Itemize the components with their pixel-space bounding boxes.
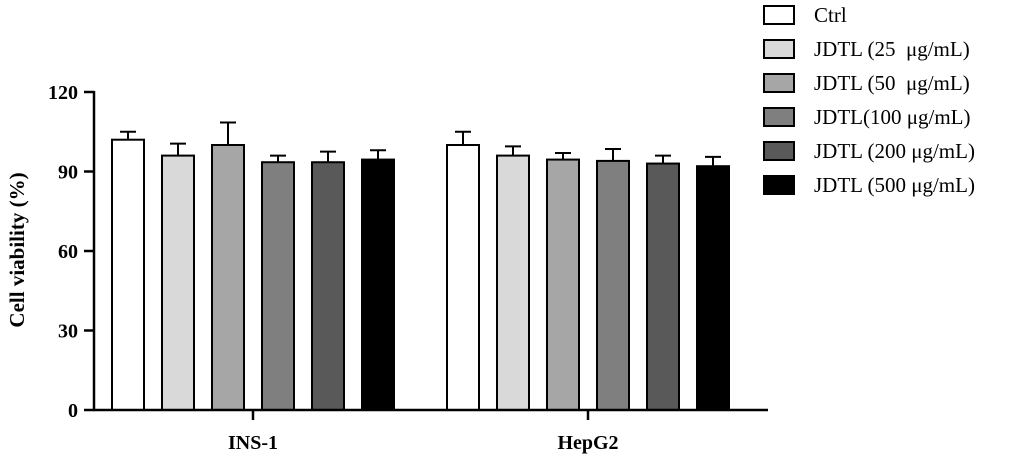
y-axis-title: Cell viability (%): [5, 172, 29, 327]
error-bar-hepg2-series-2: [505, 145, 521, 156]
legend-swatch-3: [763, 73, 795, 93]
bar-hepg2-series-4: [596, 159, 630, 411]
legend-swatch-1: [763, 5, 795, 25]
plot-area: [111, 121, 730, 411]
bar-ins-1-series-2: [161, 154, 195, 411]
bar-hepg2-series-6: [696, 165, 730, 411]
legend-label-2: JDTL (25 μg/mL): [814, 37, 970, 61]
legend-label-6: JDTL (500 μg/mL): [814, 173, 975, 197]
error-bar-hepg2-series-3: [555, 151, 571, 160]
error-bar-ins-1-series-5: [320, 150, 336, 163]
y-tick-label-0: 0: [68, 400, 78, 422]
bar-ins-1-series-5: [311, 161, 345, 411]
error-bar-ins-1-series-3: [220, 121, 236, 145]
legend-label-1: Ctrl: [814, 3, 847, 27]
legend-swatch-2: [763, 39, 795, 59]
error-bar-ins-1-series-6: [370, 149, 386, 160]
y-tick-label-30: 30: [58, 321, 78, 343]
error-bar-ins-1-series-1: [120, 130, 136, 140]
bar-hepg2-series-1: [446, 144, 480, 411]
y-tick-label-120: 120: [48, 82, 78, 104]
bar-ins-1-series-4: [261, 161, 295, 411]
bar-ins-1-series-1: [111, 138, 145, 411]
error-bar-ins-1-series-2: [170, 142, 186, 156]
legend-label-5: JDTL (200 μg/mL): [814, 139, 975, 163]
bar-hepg2-series-3: [546, 158, 580, 411]
error-bar-hepg2-series-4: [605, 147, 621, 161]
y-tick-label-60: 60: [58, 241, 78, 263]
legend: Ctrl JDTL (25 μg/mL) JDTL (50 μg/mL) JDTL(1…: [763, 3, 975, 197]
legend-label-3: JDTL (50 μg/mL): [814, 71, 970, 95]
y-tick-label-90: 90: [58, 162, 78, 184]
bar-ins-1-series-3: [211, 144, 245, 411]
error-bar-hepg2-series-6: [705, 155, 721, 167]
axes: INS-1 HepG2 0 30 60 90 120: [48, 82, 768, 454]
legend-swatch-4: [763, 107, 795, 127]
legend-label-4: JDTL(100 μg/mL): [814, 105, 971, 129]
bar-ins-1-series-6: [361, 158, 395, 411]
bar-hepg2-series-2: [496, 154, 530, 411]
legend-swatch-6: [763, 175, 795, 195]
x-tick-label-ins-1: INS-1: [228, 432, 278, 454]
bar-hepg2-series-5: [646, 162, 680, 411]
x-tick-label-hepg2: HepG2: [557, 432, 618, 454]
error-bar-hepg2-series-5: [655, 154, 671, 164]
error-bar-ins-1-series-4: [270, 154, 286, 163]
error-bar-hepg2-series-1: [455, 130, 471, 145]
legend-swatch-5: [763, 141, 795, 161]
